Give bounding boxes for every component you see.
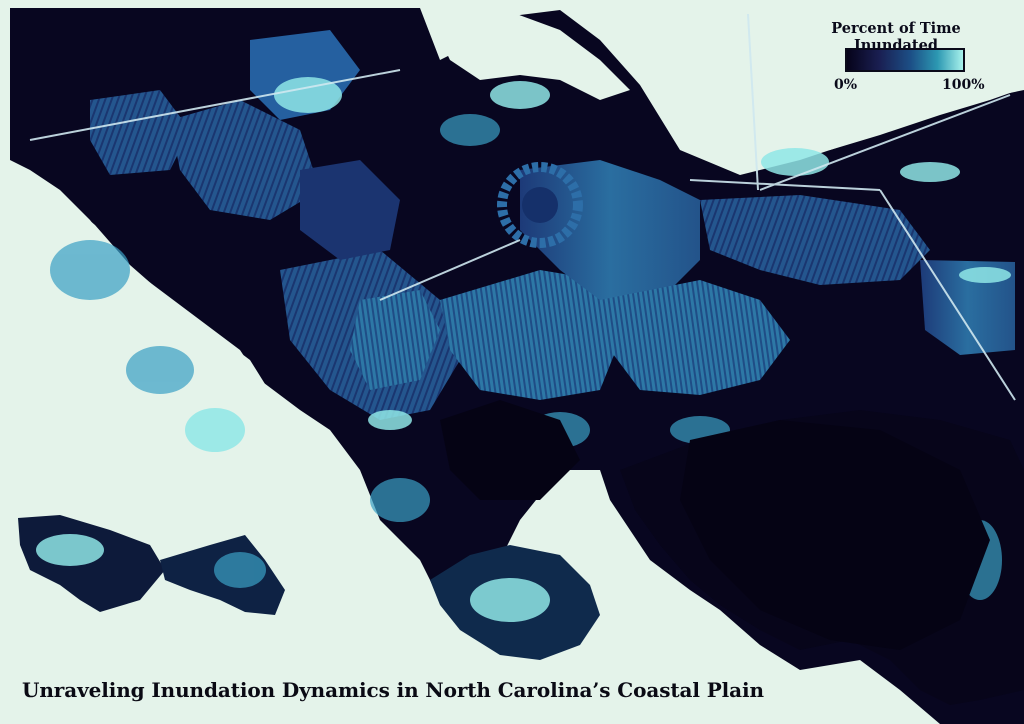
high-inundation-patches (36, 77, 1011, 622)
radial-field-pattern (497, 162, 583, 248)
map-title: Unraveling Inundation Dynamics in North … (22, 678, 764, 702)
north-bay-water (425, 8, 630, 100)
roads (29, 13, 1016, 401)
map-legend: Percent of Time Inundated 0% 100% (796, 18, 996, 98)
northeast-water (760, 8, 1024, 155)
legend-max-label: 100% (942, 77, 985, 93)
legend-color-ramp (845, 48, 965, 72)
agricultural-fields (90, 30, 1015, 420)
dry-forest-core (680, 420, 990, 650)
moderate-inundation-speckle (50, 114, 1002, 600)
legend-min-label: 0% (834, 77, 858, 93)
